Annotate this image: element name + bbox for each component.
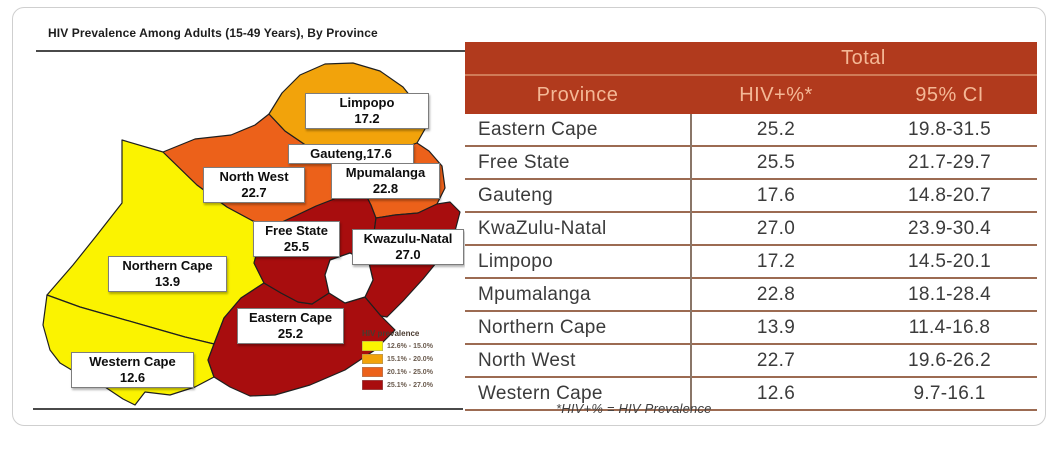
cell-hiv: 12.6 <box>756 382 796 404</box>
map-label-name: Mpumalanga <box>345 165 426 180</box>
map-label-value: 22.7 <box>241 184 267 200</box>
table-body: Eastern Cape 25.2 19.8-31.5 Free State 2… <box>465 114 1037 411</box>
map-label-name: Eastern Cape <box>248 310 333 325</box>
cell-province: Free State <box>478 151 570 173</box>
map-label-name: Western Cape <box>89 354 176 369</box>
table-group-header-total: Total <box>841 46 886 69</box>
map-label-name: Limpopo <box>339 95 395 110</box>
legend-range-label: 12.6% - 15.0% <box>387 342 433 350</box>
cell-hiv: 25.5 <box>756 151 796 173</box>
table-header: Total Province HIV+%* 95% CI <box>465 42 1037 114</box>
map-label-value: 17.6 <box>366 146 392 161</box>
map-label-value: 22.8 <box>372 180 399 196</box>
table-row: Northern Cape 13.9 11.4-16.8 <box>465 312 1037 345</box>
map-label-name: Free State <box>265 223 328 238</box>
map-label-name: Gauteng, <box>310 146 367 161</box>
cell-ci: 21.7-29.7 <box>908 151 991 173</box>
map-label-gauteng: Gauteng,17.6 <box>288 144 414 164</box>
legend-swatch-dark-red <box>362 380 383 390</box>
table-row: Gauteng 17.6 14.8-20.7 <box>465 180 1037 213</box>
table-row: North West 22.7 19.6-26.2 <box>465 345 1037 378</box>
map-label-kwazulu-natal: Kwazulu-Natal 27.0 <box>352 229 464 265</box>
map-label-value: 25.2 <box>277 325 304 341</box>
table-column-header-row: Province HIV+%* 95% CI <box>465 76 1037 114</box>
cell-ci: 23.9-30.4 <box>908 217 991 239</box>
legend-swatch-amber <box>362 354 383 364</box>
map-label-value: 17.2 <box>354 110 380 126</box>
cell-ci: 14.5-20.1 <box>908 250 991 272</box>
table-row: Limpopo 17.2 14.5-20.1 <box>465 246 1037 279</box>
map-bottom-divider <box>33 408 463 410</box>
map-label-value: 12.6 <box>119 369 146 385</box>
cell-province: KwaZulu-Natal <box>478 217 607 239</box>
column-header-province: Province <box>536 83 619 106</box>
prevalence-table: Total Province HIV+%* 95% CI Eastern Cap… <box>465 42 1037 411</box>
cell-hiv: 13.9 <box>756 316 796 338</box>
column-header-ci: 95% CI <box>915 83 984 106</box>
cell-ci: 14.8-20.7 <box>908 184 991 206</box>
map-label-value: 27.0 <box>395 246 421 262</box>
map-label-limpopo: Limpopo 17.2 <box>305 93 429 129</box>
cell-province: Western Cape <box>478 382 603 404</box>
map-label-mpumalanga: Mpumalanga 22.8 <box>331 163 440 199</box>
title-divider <box>36 50 465 52</box>
table-group-header-row: Total <box>465 42 1037 76</box>
cell-ci: 19.8-31.5 <box>908 118 991 140</box>
slide-title: HIV Prevalence Among Adults (15-49 Years… <box>48 26 378 40</box>
map-label-western-cape: Western Cape 12.6 <box>71 352 194 388</box>
table-footnote: *HIV+% = HIV Prevalence <box>556 401 712 416</box>
table-row: Free State 25.5 21.7-29.7 <box>465 147 1037 180</box>
cell-hiv: 25.2 <box>756 118 796 140</box>
map-label-name: North West <box>219 169 289 184</box>
legend-range-label: 20.1% - 25.0% <box>387 368 433 376</box>
legend-range-label: 25.1% - 27.0% <box>387 381 433 389</box>
cell-ci: 9.7-16.1 <box>913 382 986 404</box>
cell-province: Gauteng <box>478 184 553 206</box>
legend-item: 12.6% - 15.0% <box>362 341 466 351</box>
table-row: Eastern Cape 25.2 19.8-31.5 <box>465 114 1037 147</box>
cell-hiv: 27.0 <box>756 217 796 239</box>
cell-ci: 18.1-28.4 <box>908 283 991 305</box>
cell-hiv: 22.8 <box>756 283 796 305</box>
legend-title: HIV prevalence <box>362 329 420 338</box>
map-legend: HIV prevalence 12.6% - 15.0% 15.1% - 20.… <box>362 329 466 390</box>
table-row: Mpumalanga 22.8 18.1-28.4 <box>465 279 1037 312</box>
legend-range-label: 15.1% - 20.0% <box>387 355 433 363</box>
cell-ci: 19.6-26.2 <box>908 349 991 371</box>
slide-border <box>12 7 1046 426</box>
map-label-northern-cape: Northern Cape 13.9 <box>108 256 227 292</box>
cell-province: Eastern Cape <box>478 118 598 140</box>
cell-province: Northern Cape <box>478 316 607 338</box>
cell-hiv: 17.6 <box>756 184 796 206</box>
map-label-eastern-cape: Eastern Cape 25.2 <box>237 308 344 344</box>
cell-hiv: 22.7 <box>756 349 796 371</box>
legend-item: 15.1% - 20.0% <box>362 354 466 364</box>
legend-swatch-yellow <box>362 341 383 351</box>
column-header-hiv: HIV+%* <box>739 83 813 106</box>
map-label-value: 25.5 <box>283 238 310 254</box>
cell-ci: 11.4-16.8 <box>908 316 991 338</box>
map-label-name: Northern Cape <box>122 258 213 273</box>
legend-item: 25.1% - 27.0% <box>362 380 466 390</box>
table-row: KwaZulu-Natal 27.0 23.9-30.4 <box>465 213 1037 246</box>
cell-province: North West <box>478 349 576 371</box>
table-row: Western Cape 12.6 9.7-16.1 <box>465 378 1037 411</box>
legend-swatch-orange <box>362 367 383 377</box>
map-label-name: Kwazulu-Natal <box>363 231 453 246</box>
map-label-free-state: Free State 25.5 <box>253 221 340 257</box>
cell-hiv: 17.2 <box>756 250 796 272</box>
table-column-divider <box>690 114 692 411</box>
map-label-north-west: North West 22.7 <box>203 167 305 203</box>
cell-province: Mpumalanga <box>478 283 591 305</box>
cell-province: Limpopo <box>478 250 553 272</box>
legend-item: 20.1% - 25.0% <box>362 367 466 377</box>
map-label-value: 13.9 <box>154 273 181 289</box>
